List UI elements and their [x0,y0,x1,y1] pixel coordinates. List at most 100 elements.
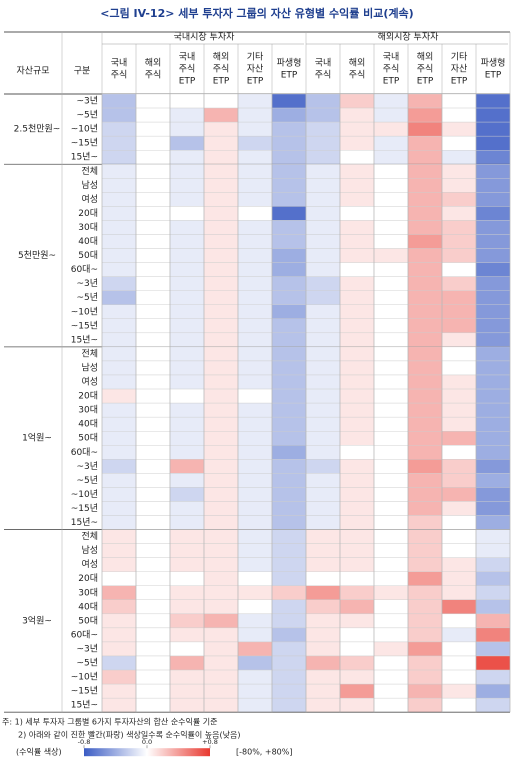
heat-cell [237,599,273,615]
heat-cell [271,178,307,193]
heat-cell [135,262,171,277]
heat-cell [101,669,137,685]
heat-cell [101,374,137,390]
row-label: ~3년 [76,461,98,472]
heat-cell [475,276,511,291]
heat-cell [135,135,171,151]
heat-cell [169,318,205,334]
row-label: 50대 [78,615,98,626]
heat-cell [475,655,511,671]
row-label: 여성 [81,558,98,570]
heat-cell [135,501,171,516]
heat-cell [101,641,137,657]
heat-cell [339,416,375,432]
heat-cell [305,332,341,348]
note: 2) 아래와 같이 진한 빨간(파랑) 색상일수록 순수익률이 높음(낮음) [18,730,241,740]
heat-cell [135,571,171,586]
heat-cell [169,262,205,277]
heat-cell [203,599,239,615]
heat-cell [203,276,239,291]
heat-cell [339,220,375,235]
heat-cell [339,107,375,123]
heat-cell [441,416,477,432]
heat-cell [475,501,511,516]
column-header: 자산 [247,64,264,75]
heat-cell [305,276,341,291]
row-group-label: 5천만원~ [18,250,56,261]
sub-header: 구분 [74,66,91,77]
heat-cell [169,135,205,151]
heat-cell [203,318,239,334]
heat-cell [203,135,239,151]
heat-cell [203,473,239,488]
heat-cell [305,683,341,699]
heat-cell [203,262,239,277]
heat-cell [475,360,511,376]
row-label: ~3년 [76,278,98,289]
heat-cell [407,360,443,376]
heat-cell [441,683,477,699]
heat-cell [441,346,477,362]
heat-cell [373,697,409,713]
heat-cell [373,360,409,376]
heat-cell [475,318,511,334]
heat-cell [305,431,341,446]
heat-cell [373,431,409,446]
heat-cell [271,613,307,629]
heat-cell [339,515,375,530]
column-header: 해외 [349,57,366,69]
heat-cell [373,290,409,305]
heat-cell [101,206,137,221]
heat-cell [169,473,205,488]
heat-cell [339,627,375,643]
heat-cell [237,374,273,390]
heat-cell [305,599,341,615]
heat-cell [237,192,273,207]
heat-cell [135,416,171,432]
column-header: 주식 [383,64,400,75]
heat-cell [373,515,409,530]
heat-cell [475,388,511,404]
heat-cell [169,290,205,305]
chart-title: <그림 IV-12> 세부 투자자 그룹의 자산 유형별 수익률 비교(계속) [100,6,413,20]
heat-cell [441,206,477,221]
column-header: 해외 [145,57,162,69]
heat-cell [475,627,511,643]
heat-cell [237,332,273,348]
heat-cell [475,234,511,249]
heat-cell [101,149,137,165]
heat-cell [407,304,443,320]
heat-cell [271,276,307,291]
heat-cell [407,529,443,544]
heat-cell [237,697,273,713]
heat-cell [237,571,273,586]
heat-cell [305,487,341,502]
heat-cell [237,445,273,460]
heat-cell [339,697,375,713]
heat-cell [101,388,137,404]
heat-cell [101,346,137,362]
heat-cell [475,515,511,530]
heat-cell [407,599,443,615]
heat-cell [441,641,477,657]
heat-cell [169,360,205,376]
heat-cell [475,445,511,460]
heat-cell [169,388,205,404]
heat-cell [169,93,205,109]
heat-cell [135,149,171,165]
heat-cell [339,402,375,418]
heat-cell [475,459,511,474]
heat-cell [373,416,409,432]
heat-cell [203,697,239,713]
heat-cell [101,613,137,629]
heat-cell [475,487,511,502]
heat-cell [475,599,511,615]
heat-cell [475,220,511,235]
row-label: ~5년 [76,475,98,486]
colorbar-tick-label: 0.0 [142,738,152,746]
heat-cell [407,262,443,277]
heat-cell [203,416,239,432]
row-label: 60대~ [71,447,98,458]
heat-cell [135,276,171,291]
heat-cell [475,641,511,657]
